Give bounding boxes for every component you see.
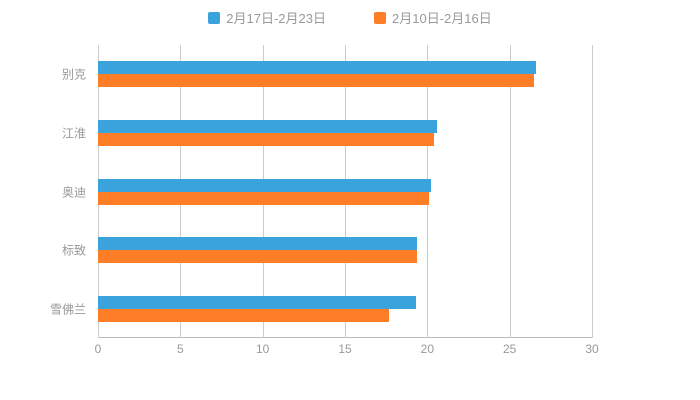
legend-swatch-icon xyxy=(208,11,221,24)
x-tick-label: 10 xyxy=(255,342,270,356)
bar-2月10日-2月16日-雪佛兰[interactable] xyxy=(98,308,390,322)
bar-2月17日-2月23日-别克[interactable] xyxy=(98,61,536,75)
x-tick-label: 20 xyxy=(420,342,435,356)
bar-2月17日-2月23日-标致[interactable] xyxy=(98,237,418,251)
x-tick-label: 15 xyxy=(338,342,352,356)
bar-2月17日-2月23日-江淮[interactable] xyxy=(98,119,438,133)
y-category-label: 雪佛兰 xyxy=(49,302,86,317)
legend: 2月17日-2月23日 2月10日-2月16日 xyxy=(0,8,700,27)
y-category-label: 江淮 xyxy=(61,126,86,141)
x-tick-label: 25 xyxy=(502,342,517,356)
x-tick-label: 5 xyxy=(176,342,184,356)
gridline-x-30 xyxy=(592,45,593,338)
bar-2月17日-2月23日-雪佛兰[interactable] xyxy=(98,295,416,309)
bar-2月10日-2月16日-奥迪[interactable] xyxy=(98,191,429,205)
bar-2月17日-2月23日-奥迪[interactable] xyxy=(98,178,431,192)
x-axis-tick-labels: 0 5 10 15 20 25 30 xyxy=(94,342,599,362)
x-tick-label: 0 xyxy=(94,342,102,356)
y-category-label: 奥迪 xyxy=(61,185,86,199)
legend-item-1[interactable]: 2月10日-2月16日 xyxy=(374,8,492,27)
x-tick-label: 30 xyxy=(585,342,599,356)
y-category-label: 标致 xyxy=(61,243,86,258)
y-axis-category-labels: 别克江淮奥迪标致雪佛兰 xyxy=(0,45,92,338)
legend-swatch-icon xyxy=(374,11,386,24)
bar-2月10日-2月16日-江淮[interactable] xyxy=(98,132,434,146)
bar-2月10日-2月16日-标致[interactable] xyxy=(98,250,418,264)
plot-area xyxy=(98,45,593,338)
legend-item-label: 2月10日-2月16日 xyxy=(392,11,492,26)
bar-2月10日-2月16日-别克[interactable] xyxy=(98,74,535,88)
legend-item-0[interactable]: 2月17日-2月23日 xyxy=(208,8,326,27)
y-category-label: 别克 xyxy=(61,67,86,82)
legend-item-label: 2月17日-2月23日 xyxy=(226,11,326,26)
gridline-x-25 xyxy=(509,45,511,338)
